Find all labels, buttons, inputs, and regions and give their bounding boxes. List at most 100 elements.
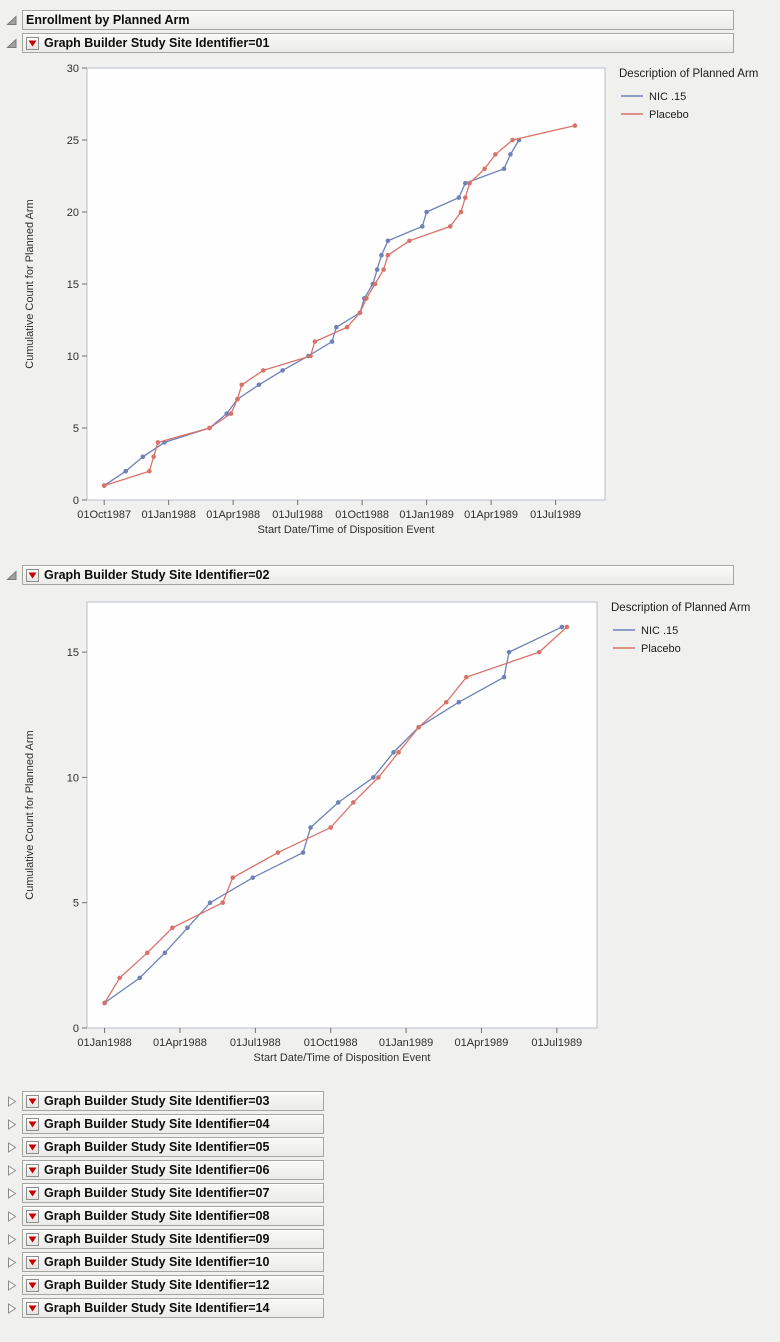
series-marker-nic-15	[300, 850, 306, 855]
section-header-bar-10[interactable]: Graph Builder Study Site Identifier=10	[22, 1252, 324, 1272]
series-marker-placebo	[235, 396, 240, 402]
series-marker-placebo	[447, 224, 453, 229]
red-triangle-menu-button[interactable]	[26, 1301, 39, 1315]
series-marker-placebo	[462, 195, 468, 200]
series-marker-placebo	[170, 925, 175, 931]
section-header-bar-05[interactable]: Graph Builder Study Site Identifier=05	[22, 1137, 324, 1157]
disclosure-closed-icon[interactable]	[5, 1141, 18, 1154]
series-marker-nic-15	[335, 800, 341, 805]
disclosure-closed-icon[interactable]	[5, 1210, 18, 1223]
section-header-bar-01[interactable]: Graph Builder Study Site Identifier=01	[22, 33, 734, 53]
series-marker-placebo	[372, 281, 378, 287]
section-title: Graph Builder Study Site Identifier=04	[44, 1117, 270, 1131]
series-marker-placebo	[482, 166, 487, 172]
series-marker-placebo	[207, 425, 212, 431]
series-marker-nic-15	[140, 454, 146, 460]
red-triangle-menu-button[interactable]	[26, 36, 39, 50]
series-marker-nic-15	[162, 950, 168, 956]
graph-builder-section-04: Graph Builder Study Site Identifier=04	[5, 1114, 780, 1134]
disclosure-closed-icon[interactable]	[5, 1118, 18, 1131]
series-marker-placebo	[364, 296, 369, 301]
disclosure-closed-icon[interactable]	[5, 1187, 18, 1200]
red-triangle-menu-button[interactable]	[26, 1117, 39, 1131]
series-marker-placebo	[385, 252, 391, 258]
section-header-row: Graph Builder Study Site Identifier=07	[5, 1183, 780, 1203]
series-marker-nic-15	[391, 750, 396, 755]
x-tick-label: 01Jan1988	[77, 1037, 131, 1049]
section-header-bar-14[interactable]: Graph Builder Study Site Identifier=14	[22, 1298, 324, 1318]
red-triangle-menu-button[interactable]	[26, 1186, 39, 1200]
disclosure-closed-icon[interactable]	[5, 1302, 18, 1315]
series-marker-nic-15	[559, 624, 565, 630]
section-header-bar-03[interactable]: Graph Builder Study Site Identifier=03	[22, 1091, 324, 1111]
y-tick-label: 10	[67, 351, 79, 363]
report-title-bar[interactable]: Enrollment by Planned Arm	[22, 10, 734, 30]
section-title: Graph Builder Study Site Identifier=03	[44, 1094, 270, 1108]
series-marker-placebo	[308, 353, 313, 359]
graph-builder-section-07: Graph Builder Study Site Identifier=07	[5, 1183, 780, 1203]
series-marker-placebo	[228, 411, 234, 416]
section-header-bar-04[interactable]: Graph Builder Study Site Identifier=04	[22, 1114, 324, 1134]
section-header-bar-08[interactable]: Graph Builder Study Site Identifier=08	[22, 1206, 324, 1226]
red-triangle-menu-button[interactable]	[26, 1094, 39, 1108]
series-marker-nic-15	[456, 195, 462, 200]
report-body: Graph Builder Study Site Identifier=01 0 5…	[5, 33, 780, 1318]
series-marker-nic-15	[137, 975, 143, 981]
x-tick-label: 01Jul1988	[230, 1037, 281, 1049]
series-marker-placebo	[510, 137, 515, 143]
graph-builder-section-01: Graph Builder Study Site Identifier=01 0 5…	[5, 33, 780, 559]
series-marker-placebo	[396, 750, 401, 755]
series-marker-placebo	[464, 674, 469, 680]
disclosure-closed-icon[interactable]	[5, 1164, 18, 1177]
disclosure-closed-icon[interactable]	[5, 1233, 18, 1246]
section-header-bar-07[interactable]: Graph Builder Study Site Identifier=07	[22, 1183, 324, 1203]
x-tick-label: 01Apr1988	[153, 1037, 207, 1049]
section-header-row: Graph Builder Study Site Identifier=10	[5, 1252, 780, 1272]
report-title-row: Enrollment by Planned Arm	[5, 10, 780, 30]
y-tick-label: 5	[73, 898, 79, 910]
y-tick-label: 30	[67, 63, 79, 75]
red-triangle-menu-button[interactable]	[26, 1232, 39, 1246]
red-triangle-menu-button[interactable]	[26, 568, 39, 582]
disclosure-closed-icon[interactable]	[5, 1095, 18, 1108]
legend-label: NIC .15	[641, 625, 678, 637]
legend-label: Placebo	[641, 643, 681, 655]
series-marker-nic-15	[501, 674, 507, 680]
series-marker-placebo	[275, 850, 281, 855]
disclosure-closed-icon[interactable]	[5, 1279, 18, 1292]
x-axis-label: Start Date/Time of Disposition Event	[258, 524, 435, 536]
y-tick-label: 20	[67, 207, 79, 219]
graph-builder-section-09: Graph Builder Study Site Identifier=09	[5, 1229, 780, 1249]
series-marker-placebo	[416, 724, 421, 730]
series-marker-placebo	[220, 900, 225, 906]
red-triangle-menu-button[interactable]	[26, 1255, 39, 1269]
series-marker-placebo	[536, 649, 542, 655]
disclosure-closed-icon[interactable]	[5, 1256, 18, 1269]
disclosure-open-icon[interactable]	[5, 569, 18, 582]
disclosure-open-icon[interactable]	[5, 14, 18, 27]
graph-builder-section-14: Graph Builder Study Site Identifier=14	[5, 1298, 780, 1318]
section-header-bar-09[interactable]: Graph Builder Study Site Identifier=09	[22, 1229, 324, 1249]
section-header-bar-02[interactable]: Graph Builder Study Site Identifier=02	[22, 565, 734, 585]
section-header-bar-12[interactable]: Graph Builder Study Site Identifier=12	[22, 1275, 324, 1295]
section-header-bar-06[interactable]: Graph Builder Study Site Identifier=06	[22, 1160, 324, 1180]
series-marker-nic-15	[308, 825, 313, 830]
report-title: Enrollment by Planned Arm	[26, 13, 190, 27]
red-triangle-menu-button[interactable]	[26, 1163, 39, 1177]
red-triangle-menu-button[interactable]	[26, 1278, 39, 1292]
section-title: Graph Builder Study Site Identifier=06	[44, 1163, 270, 1177]
x-tick-label: 01Apr1989	[455, 1037, 509, 1049]
section-header-row: Graph Builder Study Site Identifier=09	[5, 1229, 780, 1249]
series-marker-placebo	[467, 180, 472, 186]
section-title: Graph Builder Study Site Identifier=08	[44, 1209, 270, 1223]
series-marker-placebo	[117, 975, 122, 981]
y-tick-label: 15	[67, 647, 79, 659]
x-tick-label: 01Jul1989	[531, 1037, 582, 1049]
disclosure-open-icon[interactable]	[5, 37, 18, 50]
red-triangle-menu-button[interactable]	[26, 1140, 39, 1154]
section-header-row: Graph Builder Study Site Identifier=01	[5, 33, 780, 53]
series-marker-placebo	[493, 152, 498, 157]
red-triangle-menu-button[interactable]	[26, 1209, 39, 1223]
y-axis-label: Cumulative Count for Planned Arm	[24, 730, 36, 899]
series-marker-nic-15	[501, 166, 507, 172]
